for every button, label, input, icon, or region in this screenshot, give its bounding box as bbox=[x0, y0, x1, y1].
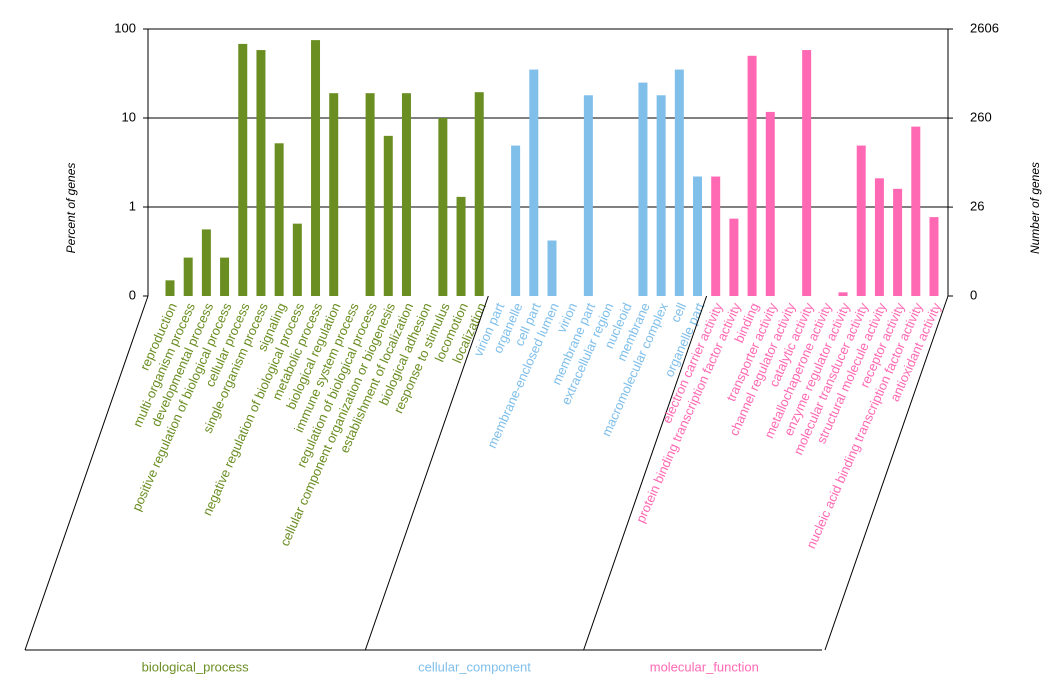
x-tick-label: cell bbox=[668, 300, 690, 324]
bar bbox=[711, 176, 721, 296]
group-divider bbox=[583, 295, 708, 651]
bar bbox=[911, 126, 921, 296]
bar bbox=[765, 111, 775, 296]
bar bbox=[529, 69, 539, 296]
y-tick-label: 10 bbox=[122, 109, 136, 124]
bar bbox=[438, 118, 448, 296]
bar bbox=[693, 176, 703, 296]
bar bbox=[656, 95, 666, 296]
bar bbox=[893, 188, 903, 296]
bar bbox=[674, 69, 684, 296]
bar bbox=[874, 178, 884, 296]
bar bbox=[165, 280, 175, 296]
group-divider bbox=[824, 295, 949, 651]
bar bbox=[329, 93, 339, 296]
y-tick-label: 0 bbox=[129, 287, 136, 302]
bar bbox=[238, 43, 248, 296]
group-label: molecular_function bbox=[650, 659, 759, 674]
group-divider bbox=[364, 295, 489, 651]
bar bbox=[638, 82, 648, 296]
y-axis-label: Percent of genes bbox=[64, 163, 78, 254]
bar bbox=[729, 218, 739, 296]
bar bbox=[583, 95, 593, 296]
bar bbox=[802, 50, 812, 297]
bar bbox=[183, 257, 193, 296]
y2-axis-label: Number of genes bbox=[1028, 162, 1042, 254]
bar bbox=[365, 93, 375, 296]
bar bbox=[547, 240, 557, 296]
group-divider bbox=[24, 295, 149, 651]
bar bbox=[311, 40, 321, 296]
bar bbox=[456, 196, 466, 296]
bar bbox=[929, 217, 939, 296]
y-tick-label: 100 bbox=[114, 20, 136, 35]
bar bbox=[747, 55, 757, 296]
bar bbox=[511, 145, 521, 296]
bar bbox=[401, 93, 411, 296]
group-label: cellular_component bbox=[418, 659, 531, 674]
bar bbox=[383, 135, 393, 296]
bar bbox=[274, 143, 284, 296]
bar bbox=[856, 145, 866, 296]
y-tick-label: 1 bbox=[129, 198, 136, 213]
bar bbox=[256, 50, 266, 297]
group-label: biological_process bbox=[142, 659, 249, 674]
bar bbox=[201, 229, 211, 296]
y2-tick-label: 2606 bbox=[970, 20, 999, 35]
bar bbox=[474, 92, 484, 296]
y2-tick-label: 26 bbox=[970, 199, 984, 214]
bar bbox=[838, 292, 848, 296]
bar bbox=[292, 223, 302, 296]
y2-tick-label: 260 bbox=[970, 110, 992, 125]
y2-tick-label: 0 bbox=[970, 287, 977, 302]
bar bbox=[220, 257, 230, 296]
